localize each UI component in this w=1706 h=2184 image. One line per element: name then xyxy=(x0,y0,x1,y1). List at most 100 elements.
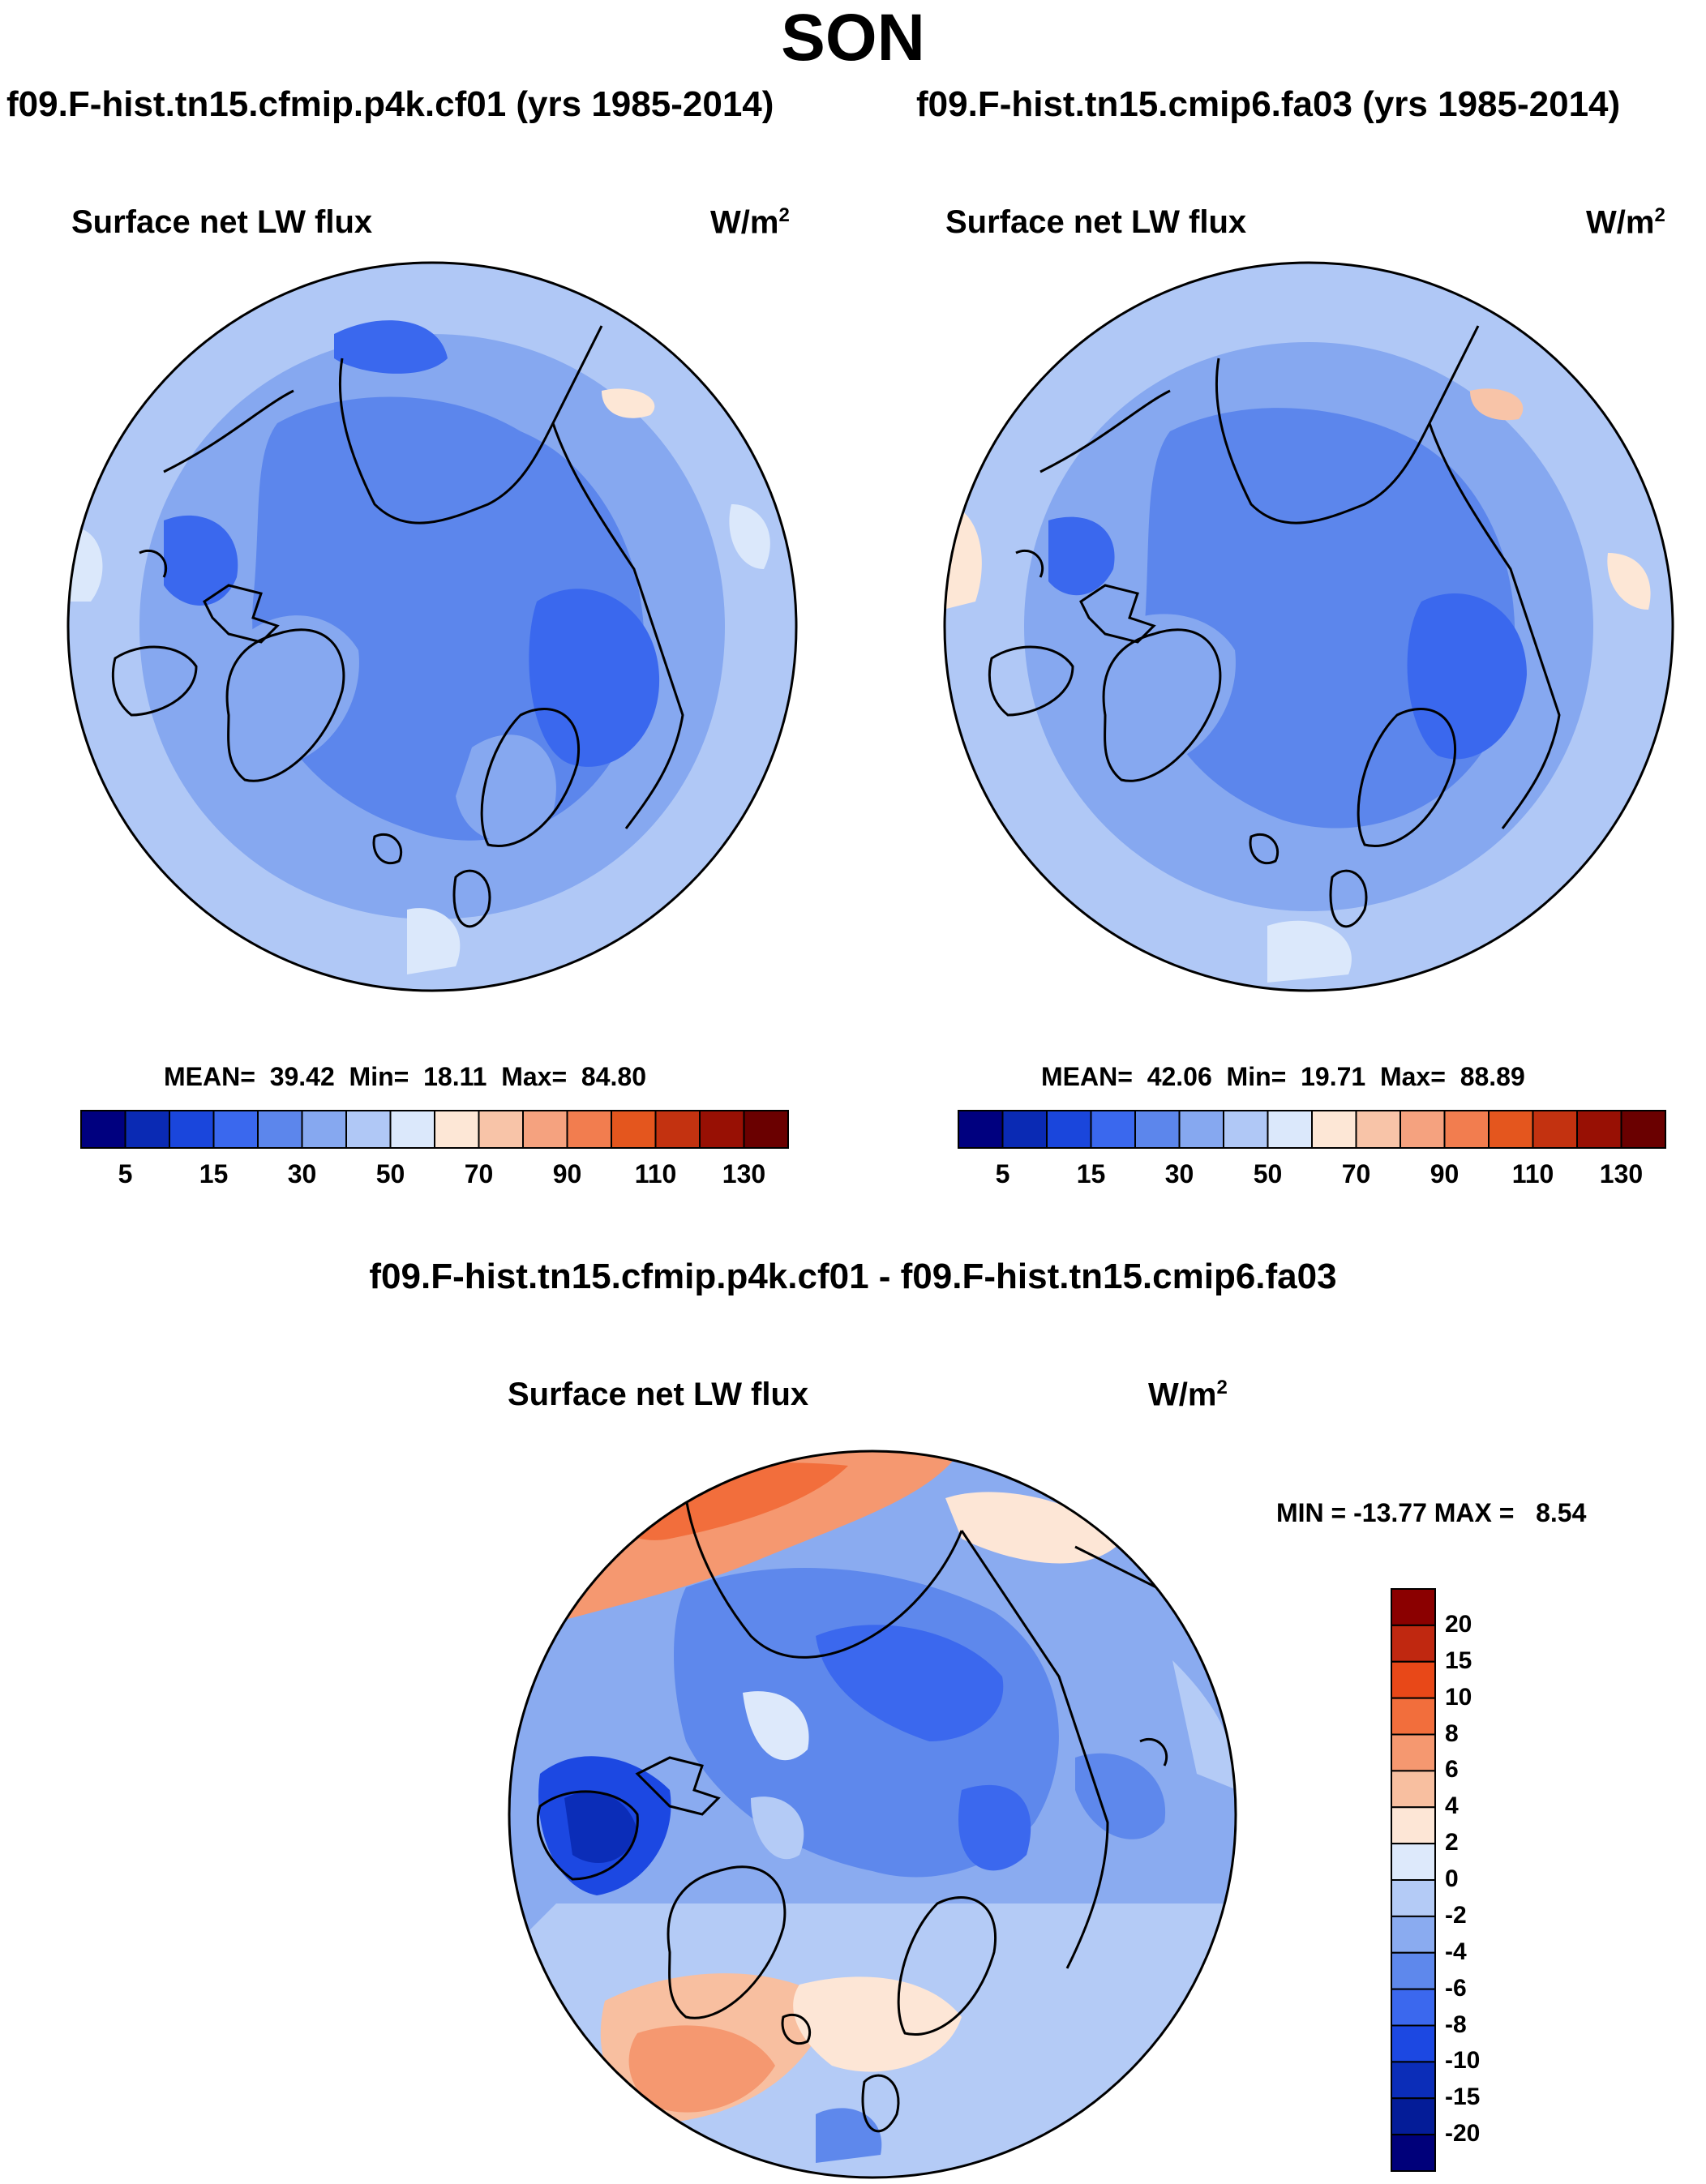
diff-filled-contours xyxy=(509,1451,1236,2178)
colorbar-swatch xyxy=(1391,2061,1436,2100)
colorbar-swatch xyxy=(1443,1110,1490,1149)
colorbar-swatch xyxy=(1391,1624,1436,1663)
panel1-filled-contours xyxy=(68,263,796,991)
colorbar-swatch xyxy=(522,1110,568,1149)
colorbar-swatch xyxy=(1090,1110,1136,1149)
colorbar-swatch xyxy=(1391,1879,1436,1917)
colorbar-swatch xyxy=(212,1110,259,1149)
diff-case-title: f09.F-hist.tn15.cfmip.p4k.cf01 - f09.F-h… xyxy=(369,1257,1337,1296)
colorbar-swatch xyxy=(1391,1660,1436,1699)
colorbar-swatch xyxy=(1178,1110,1224,1149)
panel2-case-title: f09.F-hist.tn15.cmip6.fa03 (yrs 1985-201… xyxy=(916,84,1621,124)
colorbar-swatch xyxy=(1001,1110,1048,1149)
colorbar-swatch xyxy=(1134,1110,1181,1149)
colorbar-swatch xyxy=(301,1110,347,1149)
diff-units: W/m2 xyxy=(1148,1377,1228,1413)
colorbar-swatch xyxy=(611,1110,657,1149)
panel1-map-border xyxy=(66,261,798,992)
panel2-units: W/m2 xyxy=(1586,204,1665,241)
colorbar-tick-label: -4 xyxy=(1445,1938,1467,1965)
colorbar-swatch xyxy=(1391,1951,1436,1990)
colorbar-tick-label: 15 xyxy=(1445,1647,1472,1674)
panel2-polar-map xyxy=(943,261,1674,992)
colorbar-tick-label: 90 xyxy=(1430,1159,1460,1188)
panel2-colorbar-ticks: 5 15 30 50 70 90 110 130 xyxy=(958,1159,1665,1192)
colorbar-tick-label: 30 xyxy=(1164,1159,1194,1188)
colorbar-tick-label: 130 xyxy=(1599,1159,1644,1188)
panel1-stats: MEAN= 39.42 Min= 18.11 Max= 84.80 xyxy=(164,1062,646,1091)
colorbar-tick-label: 4 xyxy=(1445,1792,1459,1820)
panel2-coastlines xyxy=(988,325,1561,928)
colorbar-swatch xyxy=(1532,1110,1578,1149)
colorbar-swatch xyxy=(1391,2134,1436,2172)
colorbar-swatch xyxy=(389,1110,435,1149)
colorbar-tick-label: 15 xyxy=(199,1159,229,1188)
panel2-map-border xyxy=(943,261,1674,992)
colorbar-swatch xyxy=(1391,1588,1436,1626)
panel2-colorbar xyxy=(958,1110,1666,1149)
colorbar-swatch xyxy=(124,1110,170,1149)
colorbar-tick-label: -8 xyxy=(1445,2011,1467,2038)
panel2-variable-label: Surface net LW flux xyxy=(945,204,1247,240)
colorbar-swatch xyxy=(958,1110,1004,1149)
colorbar-swatch xyxy=(1391,1915,1436,1954)
diff-variable-label: Surface net LW flux xyxy=(508,1377,809,1412)
colorbar-swatch xyxy=(1391,1697,1436,1736)
colorbar-tick-label: 8 xyxy=(1445,1719,1459,1747)
colorbar-swatch xyxy=(169,1110,215,1149)
colorbar-tick-label: 6 xyxy=(1445,1756,1459,1784)
colorbar-tick-label: 20 xyxy=(1445,1610,1472,1638)
panel1-colorbar-ticks: 5 15 30 50 70 90 110 130 xyxy=(81,1159,788,1192)
panel1-polar-map xyxy=(66,261,798,992)
colorbar-swatch xyxy=(80,1110,126,1149)
colorbar-swatch xyxy=(1400,1110,1446,1149)
colorbar-tick-label: 70 xyxy=(464,1159,494,1188)
colorbar-swatch xyxy=(566,1110,612,1149)
colorbar-tick-label: -10 xyxy=(1445,2047,1481,2075)
colorbar-swatch xyxy=(1267,1110,1313,1149)
colorbar-tick-label: 5 xyxy=(118,1159,133,1188)
colorbar-tick-label: 70 xyxy=(1341,1159,1371,1188)
colorbar-swatch xyxy=(1391,1843,1436,1881)
colorbar-tick-label: 110 xyxy=(634,1159,677,1188)
colorbar-swatch xyxy=(1576,1110,1622,1149)
panel2-filled-contours xyxy=(945,263,1673,991)
colorbar-tick-label: 15 xyxy=(1076,1159,1106,1188)
panel2-stats: MEAN= 42.06 Min= 19.71 Max= 88.89 xyxy=(1041,1062,1525,1091)
colorbar-tick-label: 30 xyxy=(287,1159,317,1188)
diff-stats: MIN = -13.77 MAX = 8.54 xyxy=(1276,1498,1587,1527)
colorbar-swatch xyxy=(1046,1110,1092,1149)
colorbar-swatch xyxy=(434,1110,480,1149)
colorbar-swatch xyxy=(478,1110,524,1149)
colorbar-swatch xyxy=(1311,1110,1357,1149)
panel1-case-title: f09.F-hist.tn15.cfmip.p4k.cf01 (yrs 1985… xyxy=(6,84,774,124)
panel1-coastlines xyxy=(111,325,684,928)
colorbar-swatch xyxy=(1391,1733,1436,1772)
colorbar-tick-label: -2 xyxy=(1445,1901,1467,1929)
colorbar-swatch xyxy=(1391,1806,1436,1845)
panel1-colorbar xyxy=(80,1110,789,1149)
panel1-units: W/m2 xyxy=(710,204,790,241)
colorbar-swatch xyxy=(257,1110,303,1149)
diff-polar-map xyxy=(508,1450,1237,2179)
colorbar-swatch xyxy=(1391,2097,1436,2136)
colorbar-swatch xyxy=(699,1110,745,1149)
colorbar-swatch xyxy=(1391,1770,1436,1809)
panel1-variable-label: Surface net LW flux xyxy=(71,204,373,240)
colorbar-tick-label: -20 xyxy=(1445,2120,1481,2148)
diff-colorbar xyxy=(1391,1588,1436,2172)
colorbar-swatch xyxy=(1223,1110,1269,1149)
colorbar-swatch xyxy=(743,1110,789,1149)
colorbar-swatch xyxy=(1620,1110,1666,1149)
colorbar-swatch xyxy=(1355,1110,1401,1149)
colorbar-tick-label: 5 xyxy=(995,1159,1010,1188)
colorbar-swatch xyxy=(345,1110,392,1149)
diff-map-border xyxy=(508,1450,1237,2179)
colorbar-swatch xyxy=(1391,1988,1436,2027)
diff-coastlines xyxy=(536,1497,1173,2133)
main-title: SON xyxy=(781,1,925,75)
colorbar-tick-label: 130 xyxy=(722,1159,766,1188)
diff-colorbar-ticks: 20 15 10 8 6 4 2 0 -2 -4 -6 -8 -10 -15 -20 xyxy=(1445,1589,1542,2171)
colorbar-swatch xyxy=(654,1110,701,1149)
colorbar-swatch xyxy=(1488,1110,1534,1149)
